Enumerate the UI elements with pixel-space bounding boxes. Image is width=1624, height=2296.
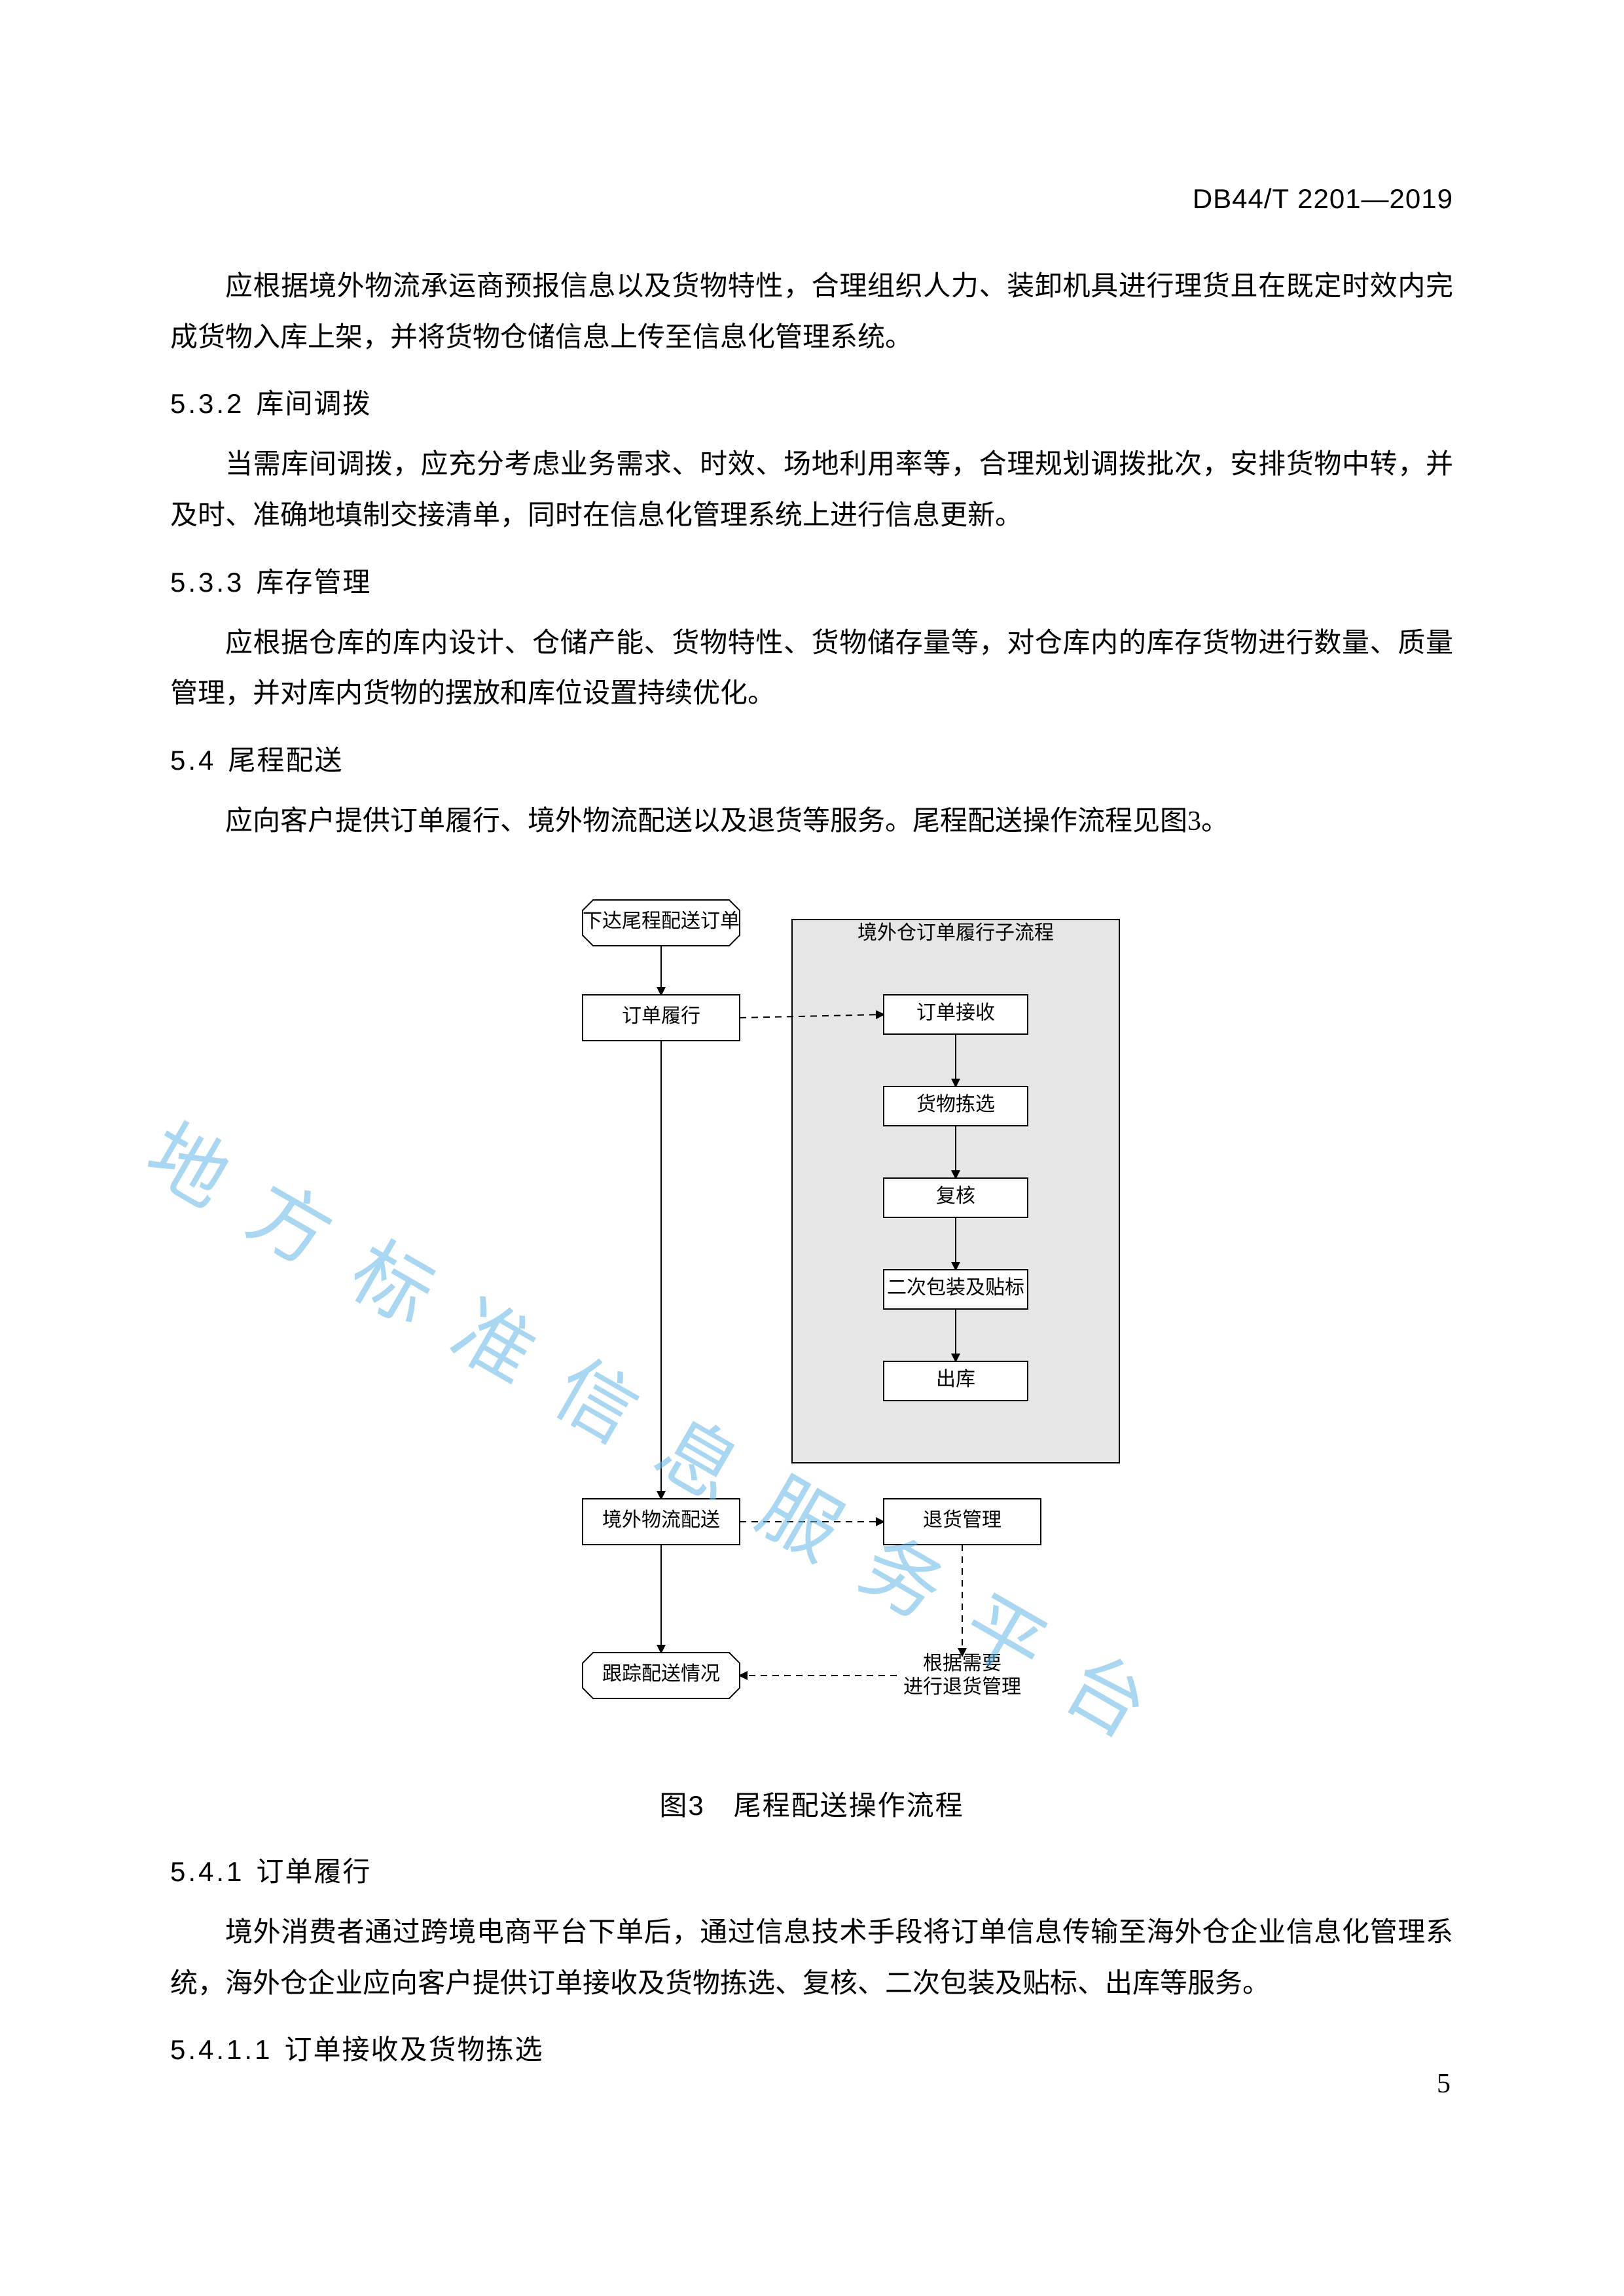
- paragraph: 应根据仓库的库内设计、仓储产能、货物特性、货物储存量等，对仓库内的库存货物进行数…: [170, 619, 1453, 720]
- content-body: 应根据境外物流承运商预报信息以及货物特性，合理组织人力、装卸机具进行理货且在既定…: [170, 262, 1453, 2068]
- flowchart-svg: 境外仓订单履行子流程 下达尾程配送订单订单履行 订单接收货物拣选复核二次包装及贴标出…: [452, 867, 1172, 1770]
- heading-number: 5.3.2: [170, 388, 244, 419]
- svg-text:订单履行: 订单履行: [622, 1005, 700, 1027]
- svg-text:出库: 出库: [936, 1369, 975, 1390]
- heading-title: 库存管理: [256, 567, 371, 598]
- svg-text:订单接收: 订单接收: [916, 1002, 995, 1024]
- svg-text:退货管理: 退货管理: [923, 1509, 1001, 1531]
- figure-3: 地方标准信息服务平台 境外仓订单履行子流程下达尾程配送订单订单履行订单接收货物拣…: [170, 867, 1453, 1823]
- paragraph: 应根据境外物流承运商预报信息以及货物特性，合理组织人力、装卸机具进行理货且在既定…: [170, 262, 1453, 363]
- page-number: 5: [1437, 2068, 1451, 2100]
- svg-text:下达尾程配送订单: 下达尾程配送订单: [583, 910, 740, 932]
- heading-5-4: 5.4 尾程配送: [170, 738, 1453, 778]
- heading-number: 5.4.1: [170, 1856, 244, 1887]
- page: DB44/T 2201—2019 应根据境外物流承运商预报信息以及货物特性，合理…: [170, 183, 1453, 2086]
- svg-text:进行退货管理: 进行退货管理: [903, 1676, 1021, 1698]
- heading-number: 5.3.3: [170, 567, 244, 598]
- heading-5-3-2: 5.3.2 库间调拨: [170, 382, 1453, 422]
- svg-text:复核: 复核: [936, 1185, 975, 1207]
- heading-number: 5.4: [170, 745, 216, 776]
- svg-text:境外物流配送: 境外物流配送: [602, 1509, 720, 1531]
- svg-text:货物拣选: 货物拣选: [916, 1094, 995, 1115]
- heading-5-4-1: 5.4.1 订单履行: [170, 1850, 1453, 1890]
- heading-number: 5.4.1.1: [170, 2034, 272, 2065]
- document-id: DB44/T 2201—2019: [1193, 183, 1453, 215]
- paragraph: 应向客户提供订单履行、境外物流配送以及退货等服务。尾程配送操作流程见图3。: [170, 797, 1453, 848]
- heading-title: 库间调拨: [256, 388, 371, 419]
- heading-title: 尾程配送: [228, 745, 343, 776]
- paragraph: 境外消费者通过跨境电商平台下单后，通过信息技术手段将订单信息传输至海外仓企业信息…: [170, 1908, 1453, 2009]
- figure-caption: 图3 尾程配送操作流程: [659, 1784, 964, 1823]
- heading-title: 订单履行: [256, 1856, 371, 1887]
- svg-text:二次包装及贴标: 二次包装及贴标: [887, 1277, 1024, 1299]
- svg-text:跟踪配送情况: 跟踪配送情况: [602, 1663, 720, 1685]
- heading-5-4-1-1: 5.4.1.1 订单接收及货物拣选: [170, 2028, 1453, 2068]
- heading-title: 订单接收及货物拣选: [284, 2034, 543, 2065]
- paragraph: 当需库间调拨，应充分考虑业务需求、时效、场地利用率等，合理规划调拨批次，安排货物…: [170, 440, 1453, 541]
- svg-text:境外仓订单履行子流程: 境外仓订单履行子流程: [857, 922, 1054, 944]
- svg-text:根据需要: 根据需要: [923, 1653, 1001, 1674]
- heading-5-3-3: 5.3.3 库存管理: [170, 560, 1453, 600]
